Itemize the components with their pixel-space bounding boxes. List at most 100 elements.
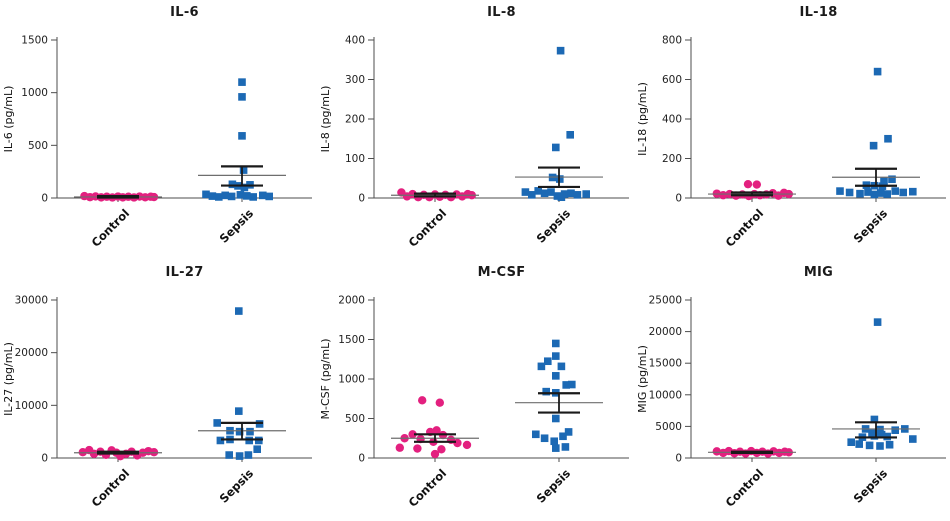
point-control [430, 449, 440, 459]
y-tick-label: 1000 [338, 374, 365, 386]
category-label-control: Control [406, 206, 450, 250]
point-sepsis [891, 426, 899, 434]
point-sepsis [870, 415, 878, 424]
panel-m-csf: M-CSF 0 500 1000 1500 2000 M-CSF (pg/mL) Contro… [317, 260, 634, 521]
chart-il-6: IL-6 0 500 1000 1500 IL-6 (pg/mL) Control Sepsi… [2, 5, 313, 250]
point-sepsis [582, 190, 590, 198]
y-tick-label: 25000 [648, 295, 681, 307]
y-tick-label: 0 [42, 193, 49, 205]
point-sepsis [556, 46, 565, 55]
point-sepsis [238, 93, 247, 101]
point-control [413, 444, 422, 453]
point-sepsis [236, 427, 244, 436]
y-tick-label: 0 [358, 193, 365, 205]
y-tick-label: 300 [345, 74, 365, 86]
point-sepsis [253, 445, 262, 454]
point-sepsis [249, 193, 258, 201]
point-sepsis [870, 190, 878, 199]
point-sepsis [208, 192, 217, 200]
point-sepsis [540, 434, 549, 443]
point-sepsis [835, 187, 844, 195]
point-sepsis [521, 188, 530, 196]
point-sepsis [236, 191, 245, 199]
point-sepsis [855, 440, 863, 448]
point-sepsis [573, 191, 582, 199]
point-sepsis [246, 427, 255, 436]
point-sepsis [551, 414, 560, 423]
y-tick-label: 0 [675, 193, 682, 205]
point-sepsis [564, 428, 573, 436]
point-sepsis [550, 437, 558, 446]
chart-title: IL-27 [166, 265, 204, 280]
point-control [417, 396, 427, 405]
point-sepsis [537, 362, 546, 371]
y-axis-label: MIG (pg/mL) [636, 345, 649, 413]
y-tick-label: 15000 [648, 358, 681, 370]
chart-il-27: IL-27 0 10000 20000 30000 IL-27 (pg/mL) Contro… [2, 265, 313, 510]
point-sepsis [877, 430, 886, 439]
point-sepsis [265, 192, 274, 201]
point-sepsis [908, 187, 917, 196]
point-sepsis [873, 318, 882, 326]
y-tick-label: 1500 [22, 35, 49, 47]
point-sepsis [221, 191, 230, 200]
point-sepsis [879, 177, 888, 186]
point-control [712, 447, 721, 456]
point-sepsis [561, 443, 570, 451]
point-sepsis [885, 440, 894, 449]
point-sepsis [875, 425, 884, 434]
chart-m-csf: M-CSF 0 500 1000 1500 2000 M-CSF (pg/mL) Contro… [319, 265, 629, 510]
y-axis-label: IL-18 (pg/mL) [636, 82, 649, 156]
point-sepsis [244, 451, 253, 459]
panel-il-8: IL-8 0 100 200 300 400 IL-8 (pg/mL) Control Seps… [317, 0, 634, 260]
y-tick-label: 2000 [338, 295, 365, 307]
y-tick-label: 200 [662, 153, 682, 165]
point-sepsis [225, 451, 234, 459]
category-label-sepsis: Sepsis [217, 466, 257, 506]
point-sepsis [235, 407, 243, 415]
point-sepsis [891, 187, 899, 195]
point-sepsis [240, 166, 248, 174]
point-sepsis [243, 192, 251, 200]
y-tick-label: 5000 [655, 421, 682, 433]
chart-title: M-CSF [478, 265, 526, 280]
point-control [408, 430, 417, 439]
point-sepsis [887, 175, 896, 184]
point-sepsis [876, 189, 885, 197]
point-control [432, 426, 441, 435]
point-sepsis [213, 419, 222, 427]
y-tick-label: 400 [345, 35, 365, 47]
point-sepsis [235, 307, 243, 315]
chart-title: IL-8 [487, 5, 516, 20]
point-control [743, 179, 752, 189]
category-label-control: Control [89, 466, 133, 510]
point-sepsis [553, 192, 562, 200]
y-tick-label: 800 [662, 35, 682, 47]
point-sepsis [240, 183, 249, 192]
point-sepsis [540, 189, 549, 198]
point-sepsis [855, 189, 864, 198]
y-tick-label: 20000 [15, 347, 48, 359]
chart-mig: MIG 0 5000 10000 15000 20000 25000 MIG (pg/mL) C… [636, 265, 946, 510]
point-sepsis [531, 430, 540, 439]
panel-il-18: IL-18 0 200 400 600 800 IL-18 (pg/mL) Control Se… [633, 0, 950, 260]
chart-il-18: IL-18 0 200 400 600 800 IL-18 (pg/mL) Control Se… [636, 5, 946, 250]
point-sepsis [551, 352, 560, 360]
point-sepsis [216, 436, 225, 445]
panel-il-6: IL-6 0 500 1000 1500 IL-6 (pg/mL) Control Sepsi… [0, 0, 317, 260]
point-sepsis [865, 441, 874, 450]
category-label-sepsis: Sepsis [850, 466, 890, 506]
point-sepsis [883, 134, 892, 143]
chart-title: IL-6 [170, 5, 199, 20]
point-sepsis [238, 132, 247, 140]
point-sepsis [873, 67, 882, 76]
panel-mig: MIG 0 5000 10000 15000 20000 25000 MIG (pg/mL) C… [633, 260, 950, 521]
y-axis-label: M-CSF (pg/mL) [319, 338, 332, 419]
y-tick-label: 0 [675, 453, 682, 465]
y-tick-label: 0 [42, 453, 49, 465]
y-tick-label: 100 [345, 153, 365, 165]
point-control [395, 443, 404, 452]
y-tick-label: 200 [345, 114, 365, 126]
point-control [462, 440, 472, 450]
